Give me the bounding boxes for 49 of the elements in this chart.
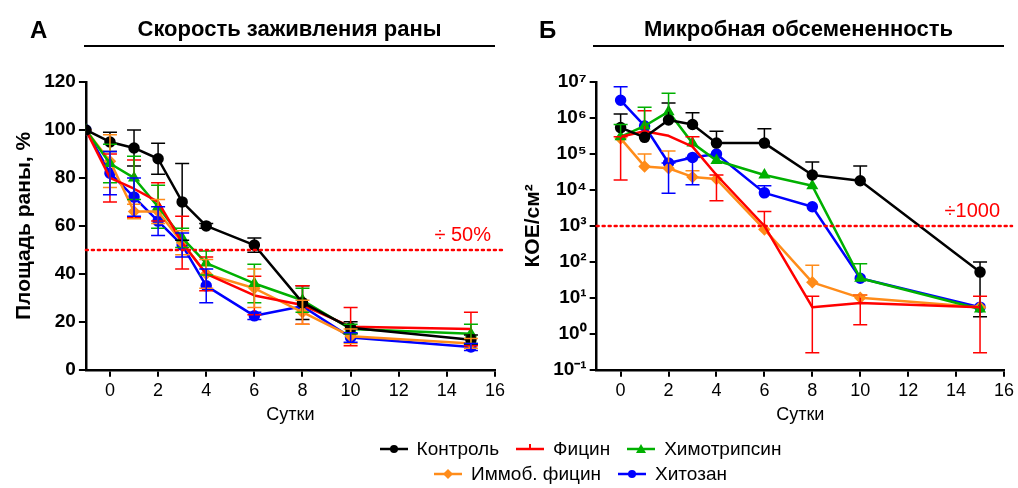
y-tick-label: 10⁶ (556, 106, 587, 128)
x-tick-label: 8 (297, 379, 308, 400)
y-tick-label: 60 (54, 214, 76, 236)
x-tick-label: 16 (993, 379, 1015, 400)
legend-label: Хитозан (655, 462, 727, 486)
x-tick-label: 2 (663, 379, 674, 400)
legend-label: Химотрипсин (664, 437, 782, 461)
chart-title: Скорость заживления раны (84, 16, 495, 47)
x-tick-label: 4 (711, 379, 722, 400)
x-tick-label: 14 (436, 379, 457, 400)
y-tick-label: 10⁷ (557, 70, 587, 92)
x-tick-label: 2 (153, 379, 164, 400)
x-tick-label: 4 (201, 379, 212, 400)
x-tick-label: 10 (850, 379, 871, 400)
ref-line-label: ÷1000 (944, 199, 1000, 222)
x-axis-title: Сутки (266, 404, 315, 425)
y-tick-label: 80 (54, 166, 76, 188)
chart-title: Микробная обсемененность (593, 16, 1004, 47)
y-tick-label: 120 (44, 70, 76, 92)
y-tick-label: 10³ (559, 214, 587, 236)
x-tick-label: 10 (340, 379, 361, 400)
y-tick-label: 10⁴ (556, 178, 587, 200)
y-axis-title: КОЕ/см² (520, 184, 544, 268)
y-tick-label: 10² (559, 250, 587, 272)
text: А (30, 16, 48, 44)
y-tick-label: 10¹ (559, 286, 587, 308)
y-axis-title: Площадь раны, % (11, 131, 35, 320)
y-tick-label: 20 (54, 310, 76, 332)
x-tick-label: 0 (104, 379, 115, 400)
legend-label: Контроль (416, 437, 500, 461)
y-tick-label: 0 (65, 358, 76, 380)
x-tick-label: 6 (249, 379, 260, 400)
y-tick-label: 100 (44, 118, 76, 140)
x-tick-label: 0 (615, 379, 626, 400)
x-tick-label: 14 (946, 379, 967, 400)
legend-label: Иммоб. фицин (471, 462, 602, 486)
x-tick-label: 12 (898, 379, 919, 400)
text: Б (539, 16, 557, 44)
x-tick-label: 8 (807, 379, 818, 400)
y-tick-label: 10⁰ (558, 322, 587, 344)
x-axis-title: Сутки (776, 404, 825, 425)
x-tick-label: 6 (759, 379, 770, 400)
y-tick-label: 40 (54, 262, 76, 284)
ref-line-label: ÷ 50% (434, 223, 492, 246)
x-tick-label: 16 (484, 379, 506, 400)
y-tick-label: 10⁻¹ (553, 358, 587, 380)
legend-label: Фицин (553, 437, 611, 461)
x-tick-label: 12 (388, 379, 409, 400)
y-tick-label: 10⁵ (556, 142, 587, 164)
